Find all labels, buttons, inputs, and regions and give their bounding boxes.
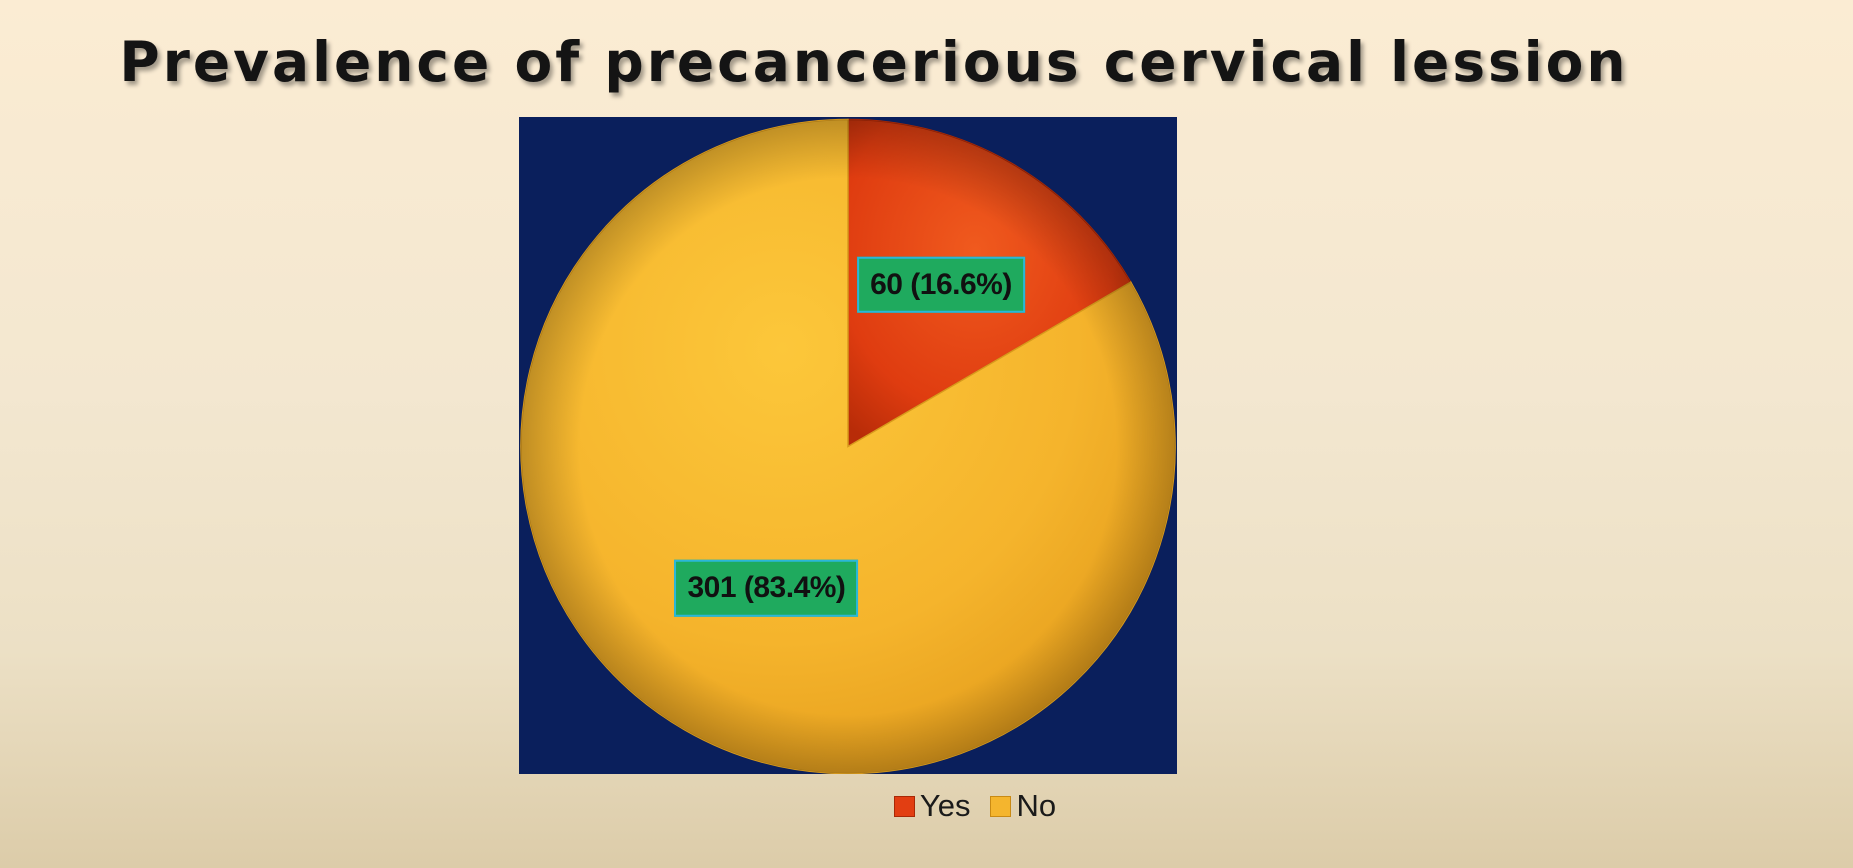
data-label-yes: 60 (16.6%) bbox=[857, 256, 1025, 314]
legend-swatch-yes bbox=[893, 795, 915, 817]
legend-item-yes: Yes bbox=[893, 788, 971, 824]
legend: Yes No bbox=[0, 788, 1853, 824]
pie-chart bbox=[519, 117, 1177, 774]
legend-label-yes: Yes bbox=[919, 788, 971, 823]
plot-area: 60 (16.6%) 301 (83.4%) bbox=[519, 117, 1177, 774]
legend-label-no: No bbox=[1016, 788, 1057, 823]
legend-swatch-no bbox=[990, 795, 1012, 817]
chart-title: Prevalence of precancerious cervical les… bbox=[119, 30, 1629, 94]
legend-item-no: No bbox=[990, 788, 1056, 824]
data-label-no: 301 (83.4%) bbox=[674, 559, 859, 617]
